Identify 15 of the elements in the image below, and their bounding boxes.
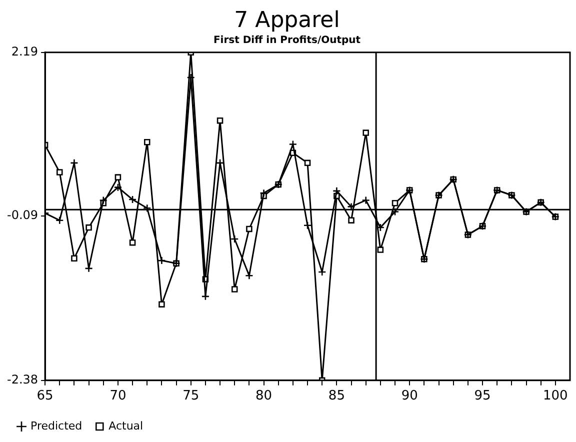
x-tick-label: 80 bbox=[256, 388, 272, 404]
legend-label: Predicted bbox=[30, 419, 82, 432]
x-tick-label: 95 bbox=[474, 388, 491, 404]
x-tick-label: 75 bbox=[182, 388, 200, 404]
x-tick-label: 90 bbox=[401, 388, 418, 404]
x-tick-label: 65 bbox=[36, 388, 54, 404]
chart-title: 7 Apparel bbox=[234, 8, 340, 33]
x-tick-label: 100 bbox=[543, 388, 568, 404]
y-tick-label: -0.09 bbox=[6, 208, 38, 222]
x-tick-label: 70 bbox=[110, 388, 126, 404]
x-tick-label: 85 bbox=[328, 388, 345, 404]
legend-label: Actual bbox=[108, 419, 144, 432]
chart-subtitle: First Diff in Profits/Output bbox=[213, 34, 361, 46]
y-tick-label: -2.38 bbox=[6, 372, 38, 387]
y-tick-label: 2.19 bbox=[11, 44, 38, 59]
